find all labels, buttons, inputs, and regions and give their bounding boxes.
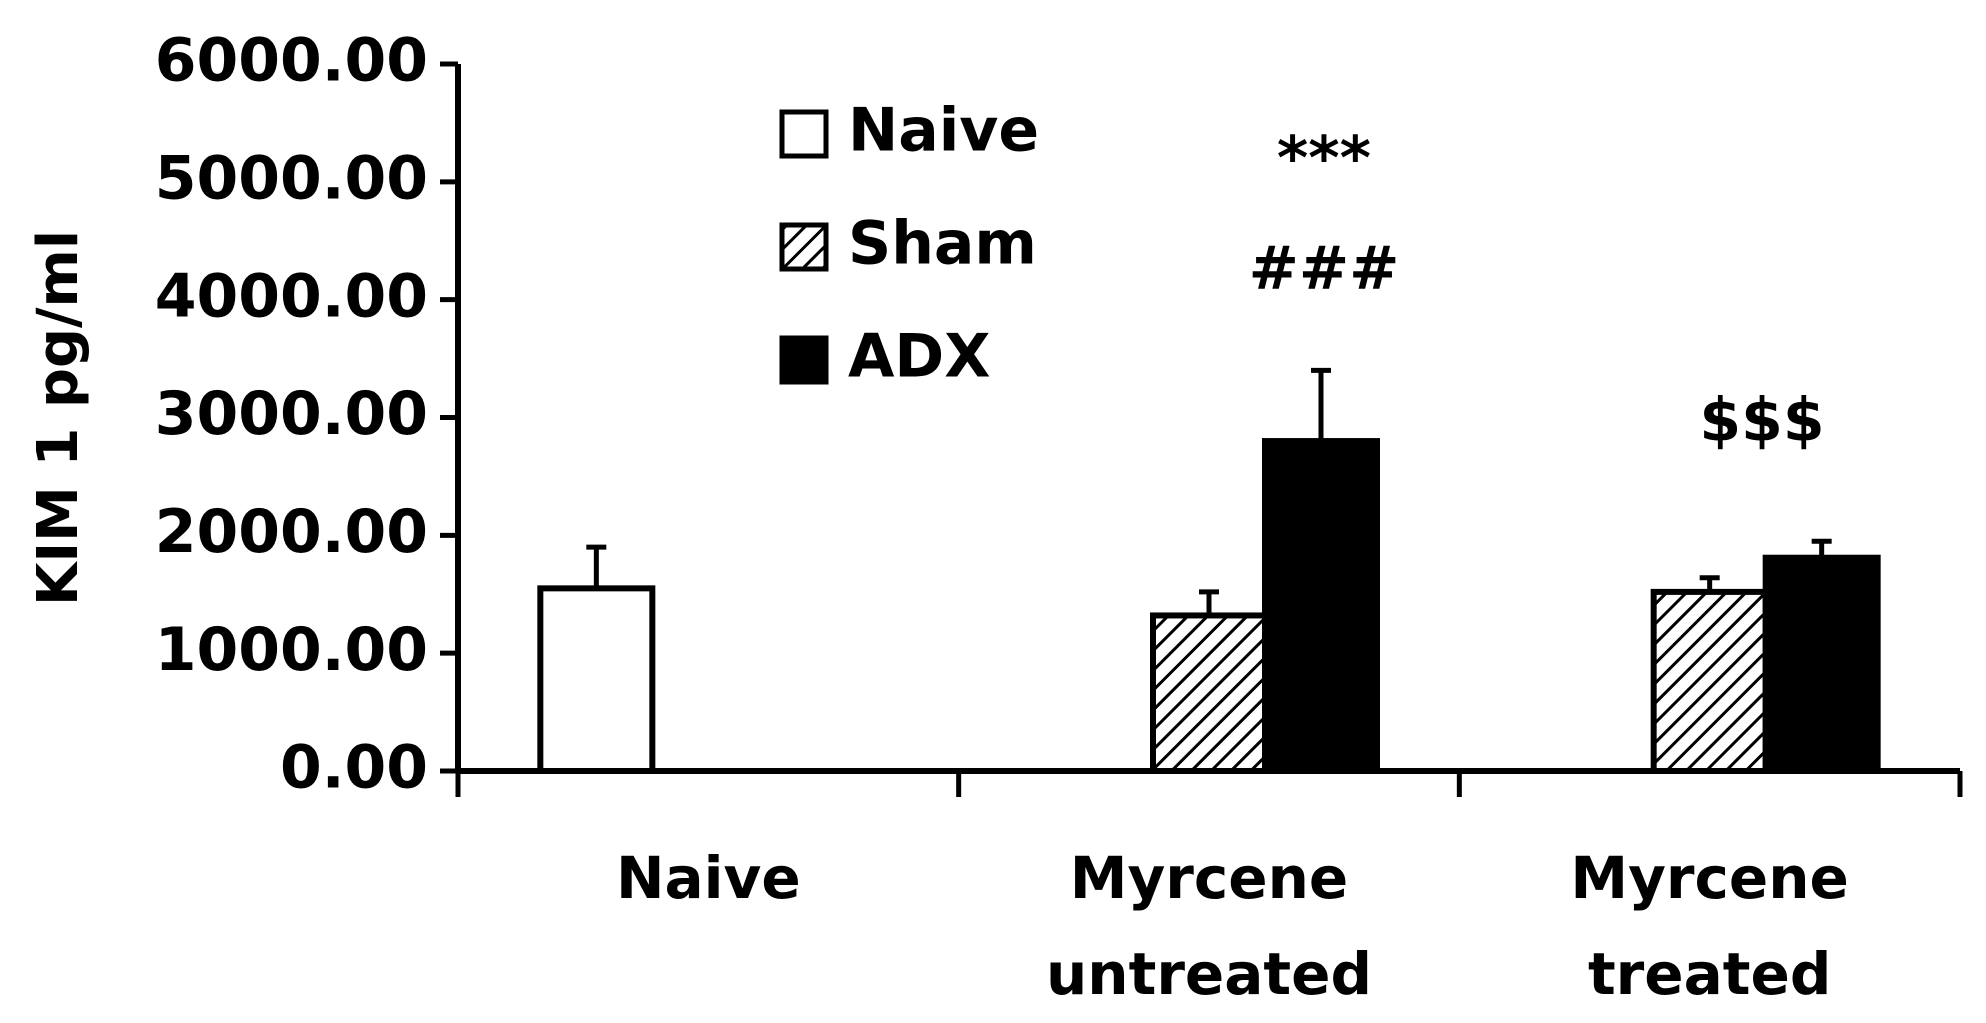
x-tick-label: Myrcene untreated (1046, 844, 1372, 1008)
legend-swatch (779, 222, 829, 272)
y-tick-label: 0.00 (280, 733, 428, 803)
legend-label: Naive (848, 96, 1039, 166)
x-tick-label: Myrcene treated (1570, 844, 1849, 1008)
legend-label: Sham (848, 209, 1037, 279)
annotation: *** (1277, 124, 1371, 194)
bar (1762, 554, 1881, 775)
y-tick-label: 6000.00 (155, 26, 428, 96)
y-tick-label: 3000.00 (155, 379, 428, 449)
y-tick-label: 1000.00 (155, 615, 428, 685)
y-tick-label: 5000.00 (155, 143, 428, 213)
y-axis-label: KIM 1 pg/ml (26, 230, 91, 606)
bar (537, 585, 656, 774)
annotation: $$$ (1699, 386, 1824, 456)
bar (1650, 588, 1769, 774)
x-tick-label: Naive (615, 844, 801, 912)
bar (1262, 438, 1380, 774)
legend-label: ADX (848, 322, 991, 392)
legend-swatch (779, 109, 829, 159)
legend-swatch (779, 335, 829, 385)
y-tick-label: 4000.00 (155, 261, 428, 331)
annotation: ### (1249, 234, 1400, 304)
bar (1150, 612, 1268, 775)
y-tick-label: 2000.00 (155, 497, 428, 567)
